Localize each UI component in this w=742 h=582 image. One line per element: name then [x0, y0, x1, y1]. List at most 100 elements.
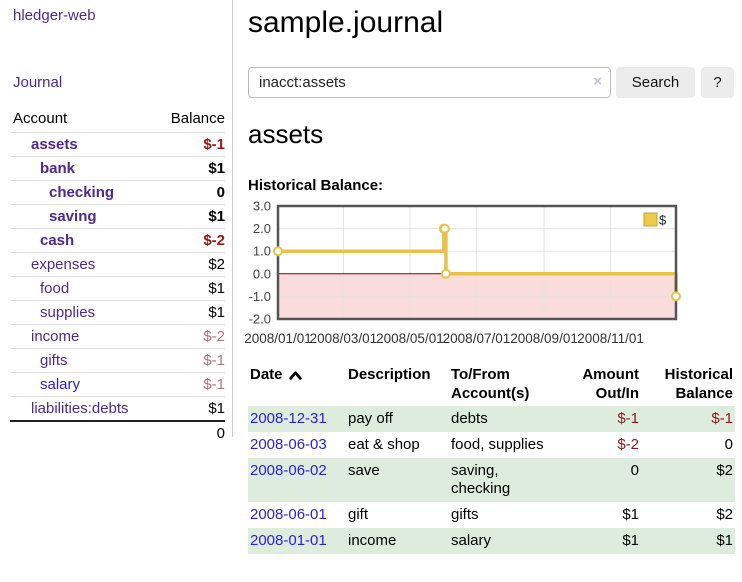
account-link[interactable]: salary	[40, 376, 81, 393]
account-cell: liabilities:debts	[10, 396, 155, 421]
transaction-date-link[interactable]: 2008-06-03	[250, 436, 327, 453]
transaction-balance: $1	[641, 528, 735, 554]
accounts-total-row: 0	[10, 420, 225, 445]
app-title-link[interactable]: hledger-web	[13, 7, 96, 24]
sort-ascending-icon	[288, 371, 302, 380]
main-panel: sample.journal × Search ? assets Histori…	[244, 0, 742, 554]
sidebar: hledger-web Journal Account Balance asse…	[0, 0, 233, 445]
account-row: cash $-2	[10, 228, 225, 253]
register-col-date[interactable]: Date	[248, 363, 346, 406]
account-link[interactable]: income	[31, 328, 80, 345]
chart-ytick-label: 0.0	[253, 266, 271, 281]
transaction-balance: $-1	[641, 406, 735, 432]
register-row: 2008-06-02 save saving, checking 0 $2	[248, 458, 735, 502]
chart-legend-swatch	[643, 212, 658, 227]
register-col-label: Balance	[675, 385, 733, 402]
transaction-balance: $2	[641, 458, 735, 502]
account-link[interactable]: cash	[40, 232, 75, 249]
account-cell: saving	[10, 204, 155, 229]
chart-xtick-label: 2008/01/01	[244, 331, 312, 346]
account-cell: cash	[10, 228, 155, 253]
help-button[interactable]: ?	[701, 67, 734, 98]
account-row: bank $1	[10, 156, 225, 181]
account-balance: $-2	[155, 228, 225, 253]
chart-ytick-label: 1.0	[253, 244, 271, 259]
account-row: saving $1	[10, 204, 225, 229]
chart-ytick-label: -2.0	[249, 312, 271, 327]
transaction-date-link[interactable]: 2008-06-02	[250, 462, 327, 479]
chart-xtick-label: 2008/07/01	[443, 331, 511, 346]
account-balance: $-1	[155, 132, 225, 157]
account-balance: $-1	[155, 372, 225, 397]
transaction-description: save	[346, 458, 449, 502]
account-balance: $-2	[155, 324, 225, 349]
transaction-accounts: food, supplies	[451, 436, 544, 453]
sidebar-item-journal[interactable]: Journal	[13, 74, 63, 91]
account-heading: assets	[248, 119, 324, 149]
register-row: 2008-01-01 income salary $1 $1	[248, 528, 735, 554]
account-balance: $2	[155, 252, 225, 277]
account-balance: $1	[155, 204, 225, 229]
account-link[interactable]: liabilities:debts	[31, 400, 129, 417]
accounts-col-balance: Balance	[170, 110, 225, 127]
register-col-label: Out/In	[595, 385, 639, 402]
transaction-accounts: debts	[449, 406, 555, 432]
register-header-row: Date Description To/From Account(s) Amount Ou…	[248, 363, 735, 406]
register-row: 2008-12-31 pay off debts $-1 $-1	[248, 406, 735, 432]
transaction-date-link[interactable]: 2008-01-01	[250, 532, 327, 549]
chart-legend-label: $	[659, 213, 667, 228]
chart-xtick-label: 2008/11/01	[577, 331, 644, 346]
register-col-historical: Historical Balance	[641, 363, 735, 406]
chart-ytick-label: 3.0	[253, 200, 271, 214]
chart-xtick-label: 2008/09/01	[510, 331, 578, 346]
account-link[interactable]: gifts	[40, 352, 68, 369]
search-input[interactable]	[248, 67, 611, 98]
search-button[interactable]: Search	[616, 67, 695, 98]
account-balance: $1	[155, 276, 225, 301]
account-cell: food	[10, 276, 155, 301]
transaction-balance: $2	[716, 506, 733, 523]
account-link[interactable]: checking	[49, 184, 115, 201]
transaction-date-cell: 2008-12-31	[248, 406, 346, 432]
chart-marker	[440, 268, 451, 279]
page-title: sample.journal	[248, 6, 444, 39]
account-balance: $1	[155, 156, 225, 181]
transaction-date-cell: 2008-06-01	[248, 502, 346, 528]
account-cell: income	[10, 324, 155, 349]
account-row: gifts $-1	[10, 348, 225, 373]
transaction-accounts: saving, checking	[449, 458, 555, 502]
transaction-amount: $1	[555, 528, 641, 554]
register-table: Date Description To/From Account(s) Amount Ou…	[248, 363, 735, 554]
register-col-tofrom: To/From Account(s)	[449, 363, 555, 406]
chart-marker	[273, 246, 283, 257]
account-link[interactable]: supplies	[40, 304, 96, 321]
account-cell: gifts	[10, 348, 155, 373]
account-link[interactable]: assets	[31, 136, 78, 153]
transaction-amount: 0	[555, 458, 641, 502]
search-box: ×	[248, 67, 611, 98]
transaction-date-link[interactable]: 2008-06-01	[250, 506, 327, 523]
account-balance: $1	[155, 396, 225, 421]
account-row: expenses $2	[10, 252, 225, 277]
transaction-amount: $1	[622, 506, 639, 523]
account-link[interactable]: bank	[40, 160, 76, 177]
transaction-description: pay off	[346, 406, 449, 432]
account-cell: checking	[10, 180, 155, 205]
account-link[interactable]: saving	[49, 208, 97, 225]
register-col-label: Date	[250, 366, 283, 383]
chart-border	[276, 204, 678, 321]
account-balance: 0	[155, 180, 225, 205]
account-cell: assets	[10, 132, 155, 157]
accounts-col-account: Account	[13, 110, 68, 127]
account-row: liabilities:debts $1	[10, 396, 225, 421]
account-row: supplies $1	[10, 300, 225, 325]
transaction-date-link[interactable]: 2008-12-31	[250, 410, 327, 427]
account-row: food $1	[10, 276, 225, 301]
register-row: 2008-06-01 gift gifts $1 $2	[248, 502, 735, 528]
account-link[interactable]: food	[40, 280, 70, 297]
clear-search-icon[interactable]: ×	[593, 73, 602, 90]
account-link[interactable]: expenses	[31, 256, 96, 273]
chart-xtick-label: 2008/05/01	[376, 331, 444, 346]
chart-xtick-label: 2008/03/01	[310, 331, 378, 346]
account-row: checking 0	[10, 180, 225, 205]
